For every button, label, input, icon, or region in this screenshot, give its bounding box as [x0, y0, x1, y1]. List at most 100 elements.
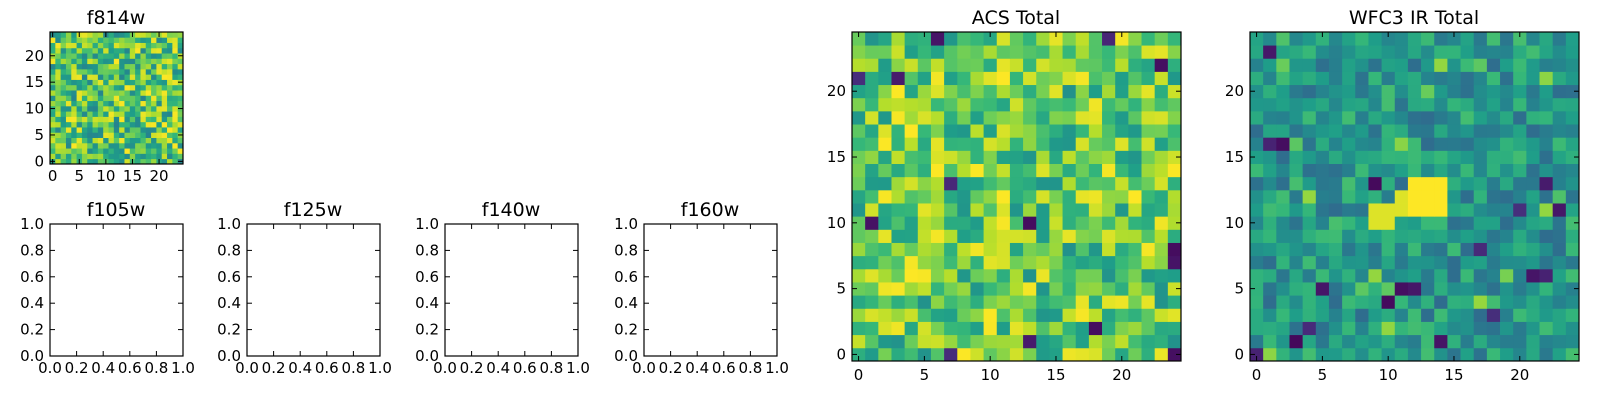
heatmap-cell [50, 42, 56, 49]
heatmap-cell [113, 95, 120, 102]
heatmap-cell [1421, 282, 1435, 296]
heatmap-cell [944, 242, 958, 257]
heatmap-cell [129, 90, 136, 96]
heatmap-cell [1421, 334, 1435, 349]
heatmap-cell [917, 282, 932, 296]
x-tick-label: 0.8 [539, 359, 563, 377]
heatmap-cell [1102, 203, 1116, 217]
heatmap-cell [1128, 32, 1142, 46]
heatmap-cell [60, 47, 67, 54]
heatmap-cell [1500, 84, 1514, 99]
heatmap-cell [140, 53, 147, 59]
axes-frame [49, 223, 184, 357]
heatmap-cell [1526, 255, 1540, 270]
heatmap-cell [50, 153, 56, 160]
heatmap-cell [113, 63, 120, 70]
heatmap-cell [81, 68, 88, 75]
heatmap-cell [81, 58, 88, 65]
heatmap-cell [87, 90, 93, 96]
heatmap-cell [60, 74, 67, 80]
heatmap-cell [996, 150, 1011, 164]
heatmap-cell [60, 121, 67, 128]
heatmap-cell [1167, 45, 1182, 59]
heatmap-cell [1473, 97, 1488, 112]
heatmap-cell [970, 295, 984, 309]
heatmap-cell [161, 158, 168, 165]
heatmap-cell [108, 63, 115, 70]
heatmap-cell [129, 148, 136, 154]
heatmap-cell [161, 142, 168, 149]
heatmap-cell [65, 58, 72, 65]
y-tick-label: 0.8 [217, 241, 241, 259]
heatmap-cell [156, 37, 163, 43]
tick-marks: 0.0 0.2 0.4 0.6 0.8 1.00.00.20.40.60.81.0 [415, 215, 590, 377]
heatmap-cell [1539, 124, 1554, 138]
heatmap-cell [957, 45, 971, 59]
heatmap-cell [1447, 242, 1461, 257]
heatmap-cell [1036, 282, 1050, 296]
heatmap-cell [87, 132, 93, 138]
heatmap-cell [1355, 229, 1369, 243]
heatmap-cell [1328, 97, 1343, 112]
heatmap-cell [135, 37, 141, 43]
heatmap-cell [151, 37, 157, 43]
heatmap-cell [1009, 255, 1024, 270]
heatmap-cell [1394, 255, 1409, 270]
heatmap-cell [1141, 203, 1156, 217]
heatmap-cell [878, 282, 892, 296]
heatmap-cell [76, 132, 83, 138]
heatmap-cell [1167, 321, 1182, 336]
heatmap-cell [177, 90, 184, 96]
heatmap-cell [865, 71, 879, 86]
heatmap-cell [1394, 110, 1409, 125]
heatmap-cell [865, 321, 879, 336]
heatmap-cell [930, 268, 945, 283]
heatmap-cell [1328, 347, 1343, 362]
heatmap-cell [113, 100, 120, 107]
heatmap-cell [865, 189, 879, 204]
heatmap-cell [1276, 163, 1290, 178]
heatmap-cell [1315, 268, 1330, 283]
heatmap-cell [930, 203, 945, 217]
heatmap-cell [1355, 176, 1369, 191]
heatmap-cell [1526, 308, 1540, 322]
heatmap-cell [1289, 229, 1304, 243]
heatmap-cell [1513, 58, 1527, 72]
heatmap-cell [1102, 321, 1116, 336]
heatmap-cell [1526, 84, 1540, 99]
heatmap-cell [1250, 203, 1264, 217]
axes-frame [643, 223, 778, 357]
x-tick-label: 0.6 [315, 359, 339, 377]
heatmap-cell [878, 255, 892, 270]
heatmap-cell [1049, 255, 1063, 270]
heatmap-cell [177, 74, 184, 80]
heatmap-cell [983, 347, 998, 362]
heatmap-cell [1421, 255, 1435, 270]
heatmap-cell [852, 189, 866, 204]
heatmap-cell [87, 158, 93, 165]
heatmap-cell [983, 45, 998, 59]
heatmap-cell [161, 105, 168, 112]
heatmap-cell [50, 137, 56, 144]
heatmap-cell [1250, 110, 1264, 125]
heatmap-cell [1263, 242, 1277, 257]
heatmap-cell [904, 58, 919, 72]
y-tick-label: 0.8 [20, 241, 44, 259]
heatmap-cell [103, 74, 109, 80]
heatmap-cells [852, 32, 1182, 362]
axes-frame [851, 31, 1182, 362]
heatmap-cell [1009, 97, 1024, 112]
heatmap-cell [1023, 97, 1037, 112]
heatmap-cell [108, 53, 115, 59]
heatmap-cell [865, 110, 879, 125]
heatmap-cell [81, 84, 88, 91]
heatmap-cell [1023, 295, 1037, 309]
heatmap-cell [878, 229, 892, 243]
heatmap-cell [97, 153, 104, 160]
y-tick-label: 1.0 [614, 215, 638, 233]
heatmap-cell [944, 150, 958, 164]
heatmap-cell [161, 84, 168, 91]
heatmap-cell [1075, 282, 1090, 296]
heatmap-cell [970, 84, 984, 99]
